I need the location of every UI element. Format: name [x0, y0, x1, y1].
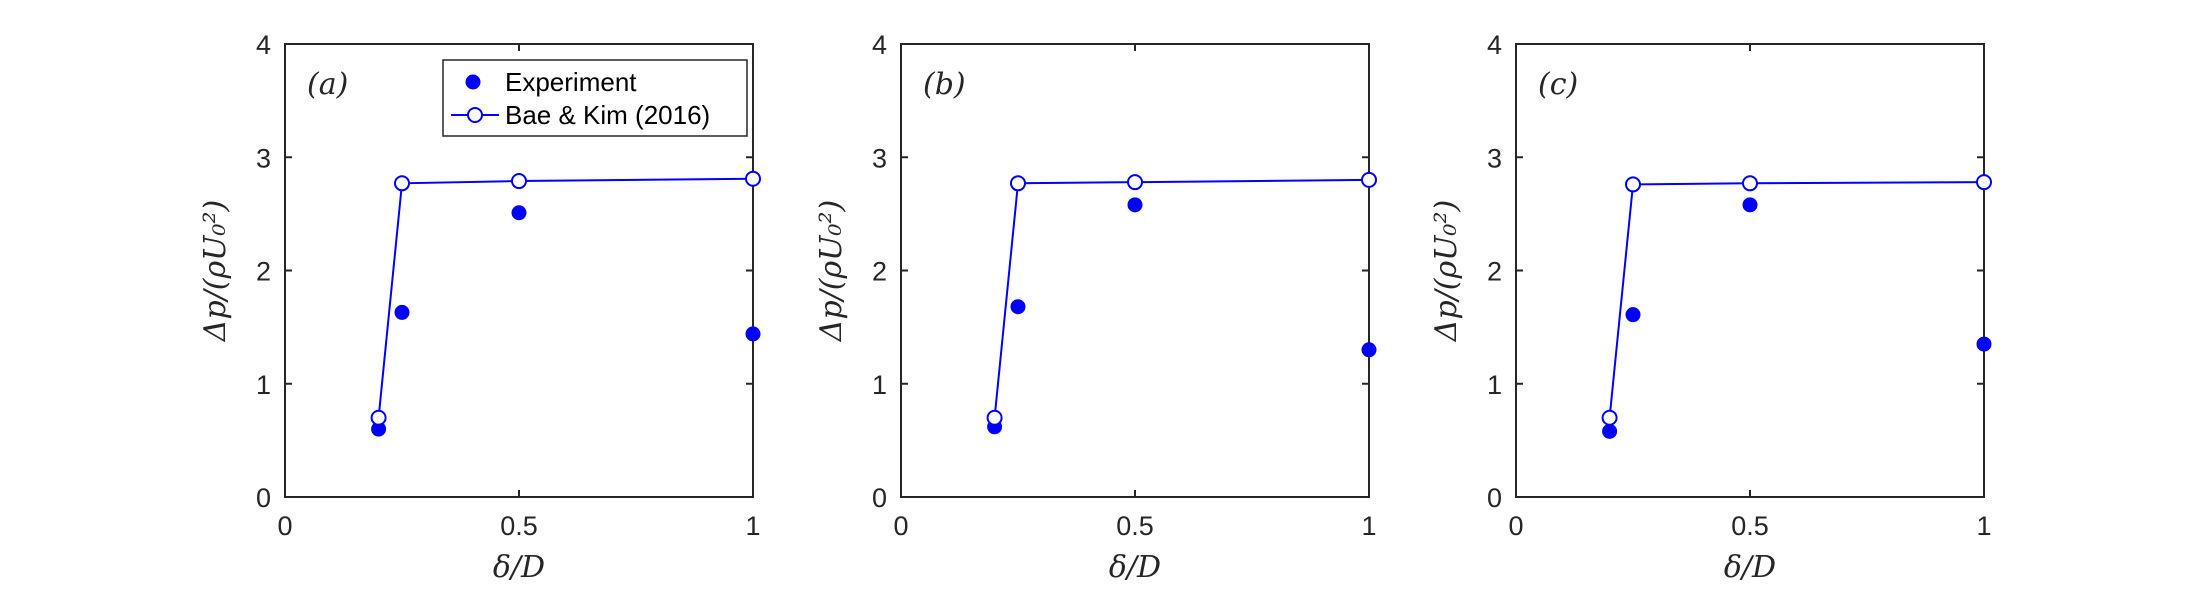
bae-kim-point: [1361, 171, 1377, 188]
y-axis-label: Δp/(ρU₀²): [814, 200, 849, 342]
bae-kim-point: [1976, 174, 1992, 191]
bae-kim-point: [1127, 174, 1143, 191]
bae-kim-point: [370, 409, 387, 426]
panel-b: 0 0.5 1 0 1 2 3 4 δ/D Δp/(ρU₀²) (b): [814, 30, 1377, 585]
x-tick-label: 0.5: [500, 511, 538, 541]
x-tick-label: 0: [893, 511, 908, 541]
y-tick-label: 0: [872, 483, 887, 513]
y-tick-label: 2: [872, 257, 887, 287]
bae-kim-point: [511, 173, 527, 190]
x-tick-label: 1: [745, 511, 760, 541]
experiment-point: [1127, 197, 1143, 213]
x-tick-label: 0.5: [1116, 511, 1154, 541]
x-tick-label: 1: [1976, 511, 1991, 541]
y-tick-label: 2: [1487, 257, 1502, 287]
panel-label: (a): [307, 67, 348, 102]
experiment-point: [1010, 299, 1026, 315]
bae-kim-point: [1010, 175, 1026, 192]
bae-kim-point: [1742, 175, 1758, 192]
experiment-point: [1361, 342, 1377, 358]
y-tick-label: 0: [256, 483, 271, 513]
series-line-bae-kim: [1608, 181, 1985, 418]
y-tick-label: 1: [872, 370, 887, 400]
legend-label-experiment: Experiment: [505, 67, 637, 97]
y-axis-label: Δp/(ρU₀²): [198, 200, 233, 342]
panel-label: (c): [1538, 67, 1578, 102]
panel-label: (b): [923, 67, 966, 102]
y-tick-label: 1: [256, 370, 271, 400]
axes-box: [900, 43, 1370, 498]
experiment-point: [1976, 336, 1992, 352]
experiment-point: [1742, 197, 1758, 213]
bae-kim-point: [986, 409, 1003, 426]
experiment-point: [745, 326, 761, 342]
axes-box: [1515, 43, 1985, 498]
x-tick-label: 0.5: [1731, 511, 1769, 541]
bae-kim-point: [745, 170, 761, 187]
y-tick-label: 3: [872, 143, 887, 173]
bae-kim-point: [394, 175, 410, 192]
bae-kim-point: [1601, 409, 1618, 426]
x-tick-label: 1: [1361, 511, 1376, 541]
legend-box: [442, 59, 748, 137]
legend-marker-bae-kim: [467, 107, 483, 123]
experiment-point: [1625, 307, 1641, 323]
y-tick-label: 4: [872, 30, 887, 60]
y-tick-label: 4: [1487, 30, 1502, 60]
experiment-point: [394, 304, 410, 320]
y-tick-label: 3: [256, 143, 271, 173]
experiment-point: [1602, 423, 1618, 439]
legend-marker-experiment: [465, 74, 481, 90]
legend-label-bae-kim: Bae & Kim (2016): [505, 100, 710, 130]
panel-c: 0 0.5 1 0 1 2 3 4 δ/D Δp/(ρU₀²) (c): [1429, 30, 1992, 585]
y-tick-label: 3: [1487, 143, 1502, 173]
series-line-bae-kim: [993, 178, 1370, 418]
bae-kim-point: [1625, 176, 1641, 193]
x-axis-label: δ/D: [1724, 550, 1776, 585]
x-tick-label: 0: [1508, 511, 1523, 541]
x-tick-label: 0: [277, 511, 292, 541]
x-axis-label: δ/D: [493, 550, 545, 585]
y-tick-label: 2: [256, 257, 271, 287]
y-tick-label: 0: [1487, 483, 1502, 513]
experiment-point: [511, 205, 527, 221]
y-tick-label: 4: [256, 30, 271, 60]
y-axis-label: Δp/(ρU₀²): [1429, 200, 1464, 342]
x-axis-label: δ/D: [1109, 550, 1161, 585]
series-line-bae-kim: [377, 177, 754, 418]
y-tick-label: 1: [1487, 370, 1502, 400]
